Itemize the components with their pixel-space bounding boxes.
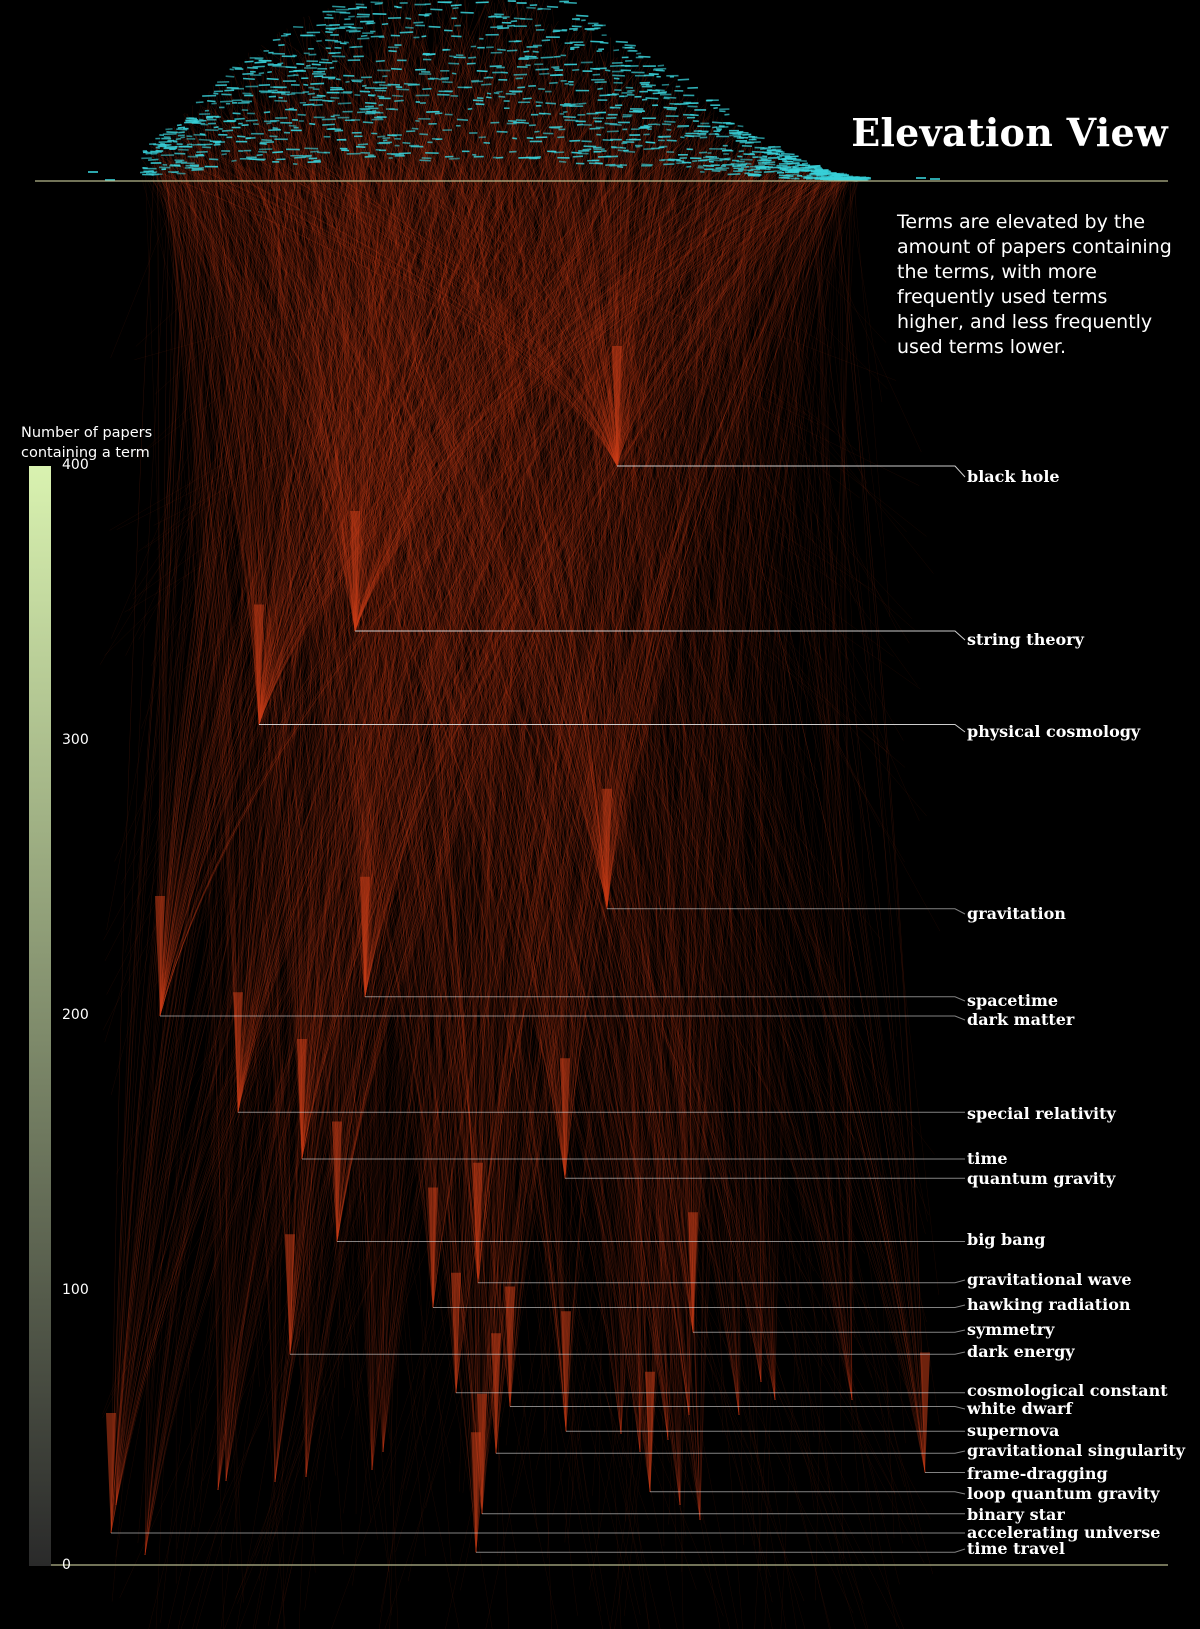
term-label: hawking radiation <box>967 1295 1131 1314</box>
term-label: symmetry <box>967 1320 1055 1339</box>
term-label: gravitational singularity <box>967 1441 1186 1460</box>
term-spike <box>561 1311 571 1432</box>
page-title: Elevation View <box>851 110 1168 155</box>
surface-caps <box>88 0 940 182</box>
term-spike <box>233 992 243 1113</box>
leader-line <box>617 465 966 478</box>
term-spike <box>471 1432 481 1553</box>
term-spike <box>451 1272 461 1393</box>
leader-line <box>476 1548 966 1553</box>
term-spike <box>477 1393 487 1514</box>
term-label: string theory <box>967 630 1085 649</box>
legend-tick-label: 100 <box>62 1282 89 1298</box>
term-spike <box>560 1058 570 1179</box>
leader-line <box>259 724 966 733</box>
term-spike <box>505 1286 515 1407</box>
leader-line <box>365 996 966 1002</box>
leader-line <box>510 1406 966 1410</box>
legend-color-bar <box>29 466 51 1566</box>
legend-title-line2: containing a term <box>21 445 150 461</box>
term-label: supernova <box>967 1421 1059 1440</box>
legend-tick-label: 300 <box>62 732 89 748</box>
leader-line <box>160 1015 966 1021</box>
term-spike <box>285 1234 295 1355</box>
term-spike <box>332 1121 342 1242</box>
term-spike <box>688 1212 698 1333</box>
term-label: accelerating universe <box>967 1523 1160 1542</box>
leader-line <box>355 630 966 641</box>
term-label: time <box>967 1149 1008 1168</box>
term-spike <box>360 876 370 997</box>
leader-line <box>650 1491 966 1495</box>
chart-description: Terms are elevated by the amount of pape… <box>897 211 1172 358</box>
leader-line <box>290 1351 966 1355</box>
term-label: frame-dragging <box>967 1464 1108 1483</box>
term-label: spacetime <box>967 991 1058 1010</box>
term-spike <box>602 788 612 909</box>
term-spike <box>920 1352 930 1473</box>
term-label: black hole <box>967 467 1060 486</box>
leader-line <box>496 1450 966 1454</box>
term-spike <box>297 1039 307 1159</box>
term-label: dark energy <box>967 1342 1075 1361</box>
term-label: cosmological constant <box>967 1381 1168 1400</box>
term-spike <box>350 511 360 631</box>
term-spike <box>612 346 622 466</box>
legend-tick-label: 0 <box>62 1557 71 1573</box>
term-label: gravitation <box>967 904 1066 923</box>
term-label: special relativity <box>967 1104 1117 1123</box>
leader-line <box>693 1329 966 1333</box>
term-spike <box>473 1162 483 1283</box>
legend-title-line1: Number of papers <box>21 425 153 441</box>
term-label: gravitational wave <box>967 1270 1132 1289</box>
term-spike <box>428 1187 438 1308</box>
term-label: binary star <box>967 1505 1065 1524</box>
leader-line <box>478 1279 966 1284</box>
term-spike <box>254 604 264 725</box>
term-label: time travel <box>967 1539 1065 1558</box>
legend-tick-label: 400 <box>62 457 89 473</box>
legend-title: Number of papers containing a term <box>21 423 152 463</box>
legend-tick-label: 200 <box>62 1007 89 1023</box>
term-spike <box>106 1413 116 1533</box>
term-labels: black hole string theory physical cosmolog… <box>111 465 1186 1558</box>
term-label: loop quantum gravity <box>967 1484 1160 1503</box>
term-label: quantum gravity <box>967 1169 1116 1188</box>
strand-layer <box>99 0 941 1629</box>
term-label: dark matter <box>967 1010 1075 1029</box>
leader-line <box>607 908 966 915</box>
term-label: physical cosmology <box>967 722 1141 741</box>
term-spike <box>155 896 165 1016</box>
term-label: big bang <box>967 1230 1045 1249</box>
term-label: white dwarf <box>966 1399 1073 1418</box>
leader-line <box>433 1304 966 1308</box>
